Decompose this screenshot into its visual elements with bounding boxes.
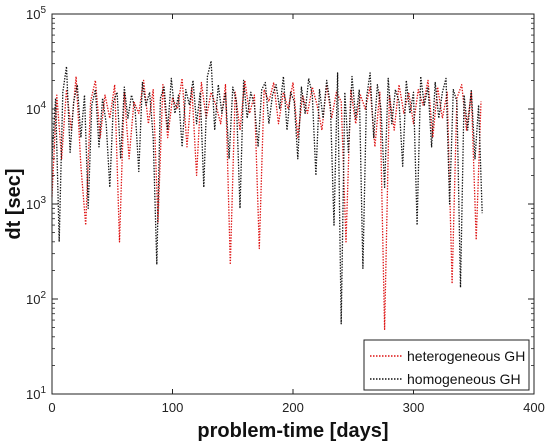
- x-tick-label: 300: [403, 400, 425, 415]
- y-axis-title: dt [sec]: [3, 168, 25, 239]
- series-layer: [51, 60, 483, 330]
- y-tick-labels: 101 102 103 104 105: [26, 5, 46, 402]
- legend-label-homogeneous: homogeneous GH: [407, 371, 521, 387]
- x-tick-label: 400: [523, 400, 545, 415]
- legend-label-heterogeneous: heterogeneous GH: [407, 348, 525, 364]
- series-line-heterogeneous: [51, 75, 482, 330]
- plot-area: [52, 14, 534, 394]
- x-tick-label: 100: [162, 400, 184, 415]
- x-tick-label: 200: [282, 400, 304, 415]
- legend-box: [363, 339, 530, 391]
- y-tick-label: 105: [26, 5, 46, 22]
- y-tick-label: 101: [26, 385, 46, 402]
- x-tick-labels: 0 100 200 300 400: [48, 400, 544, 415]
- x-axis-title: problem-time [days]: [197, 420, 388, 442]
- y-tick-label: 102: [26, 290, 46, 307]
- legend: heterogeneous GH homogeneous GH: [363, 339, 530, 391]
- plot-frame: [51, 13, 535, 395]
- y-tick-label: 103: [26, 195, 46, 212]
- x-tick-label: 0: [48, 400, 55, 415]
- y-tick-label: 104: [26, 100, 46, 117]
